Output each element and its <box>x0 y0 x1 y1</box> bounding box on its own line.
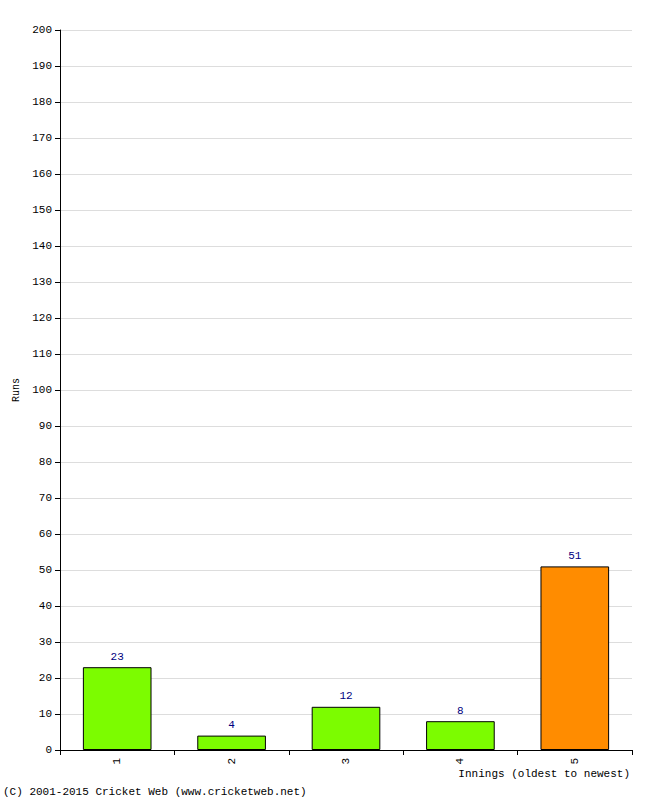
svg-text:170: 170 <box>32 132 52 144</box>
svg-text:10: 10 <box>39 708 52 720</box>
svg-text:30: 30 <box>39 636 52 648</box>
svg-text:23: 23 <box>111 651 124 663</box>
svg-text:40: 40 <box>39 600 52 612</box>
svg-text:5: 5 <box>569 758 581 765</box>
svg-text:100: 100 <box>32 384 52 396</box>
svg-text:12: 12 <box>339 690 352 702</box>
svg-text:200: 200 <box>32 24 52 36</box>
svg-text:Runs: Runs <box>11 378 22 402</box>
svg-text:4: 4 <box>454 758 466 765</box>
svg-text:Innings (oldest to newest): Innings (oldest to newest) <box>458 768 630 780</box>
svg-text:(C) 2001-2015 Cricket Web (www: (C) 2001-2015 Cricket Web (www.cricketwe… <box>3 786 307 798</box>
svg-text:8: 8 <box>457 705 464 717</box>
svg-text:20: 20 <box>39 672 52 684</box>
svg-text:50: 50 <box>39 564 52 576</box>
svg-text:160: 160 <box>32 168 52 180</box>
svg-text:2: 2 <box>226 758 238 765</box>
svg-text:60: 60 <box>39 528 52 540</box>
svg-text:80: 80 <box>39 456 52 468</box>
svg-text:180: 180 <box>32 96 52 108</box>
svg-text:90: 90 <box>39 420 52 432</box>
svg-text:150: 150 <box>32 204 52 216</box>
svg-text:70: 70 <box>39 492 52 504</box>
svg-text:4: 4 <box>228 719 235 731</box>
svg-text:0: 0 <box>45 744 52 756</box>
svg-text:140: 140 <box>32 240 52 252</box>
svg-text:1: 1 <box>111 758 123 765</box>
svg-text:110: 110 <box>32 348 52 360</box>
svg-text:120: 120 <box>32 312 52 324</box>
svg-text:190: 190 <box>32 60 52 72</box>
svg-text:130: 130 <box>32 276 52 288</box>
svg-text:51: 51 <box>568 550 582 562</box>
svg-text:3: 3 <box>340 758 352 765</box>
